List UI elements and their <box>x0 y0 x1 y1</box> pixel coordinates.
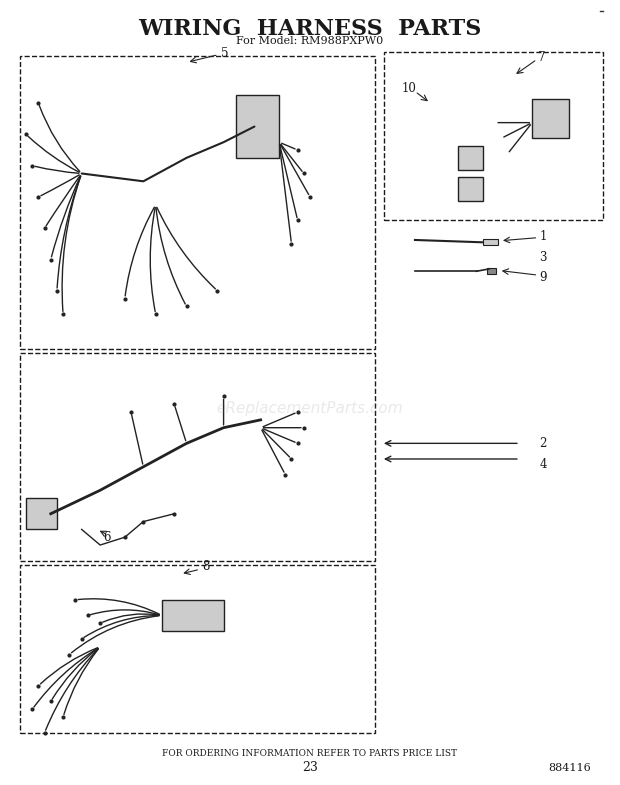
Text: 3: 3 <box>539 250 547 264</box>
Text: 1: 1 <box>539 229 547 243</box>
Bar <box>532 99 569 138</box>
Bar <box>483 239 498 246</box>
Bar <box>20 564 375 732</box>
Bar <box>458 177 483 201</box>
Bar <box>458 146 483 170</box>
Text: 884116: 884116 <box>548 763 591 773</box>
Text: 8: 8 <box>202 560 210 573</box>
Bar <box>384 53 603 221</box>
Text: 5: 5 <box>221 46 228 60</box>
Bar <box>162 600 224 631</box>
Text: 2: 2 <box>539 436 547 450</box>
Text: 23: 23 <box>302 761 318 775</box>
Bar <box>20 353 375 560</box>
Text: For Model: RM988PXPW0: For Model: RM988PXPW0 <box>236 35 384 46</box>
Text: 4: 4 <box>539 458 547 471</box>
Bar <box>26 498 57 529</box>
Text: FOR ORDERING INFORMATION REFER TO PARTS PRICE LIST: FOR ORDERING INFORMATION REFER TO PARTS … <box>162 750 458 758</box>
Text: eReplacementParts.com: eReplacementParts.com <box>216 400 404 415</box>
Text: WIRING  HARNESS  PARTS: WIRING HARNESS PARTS <box>138 18 482 40</box>
Text: 9: 9 <box>539 271 547 284</box>
Bar <box>20 57 375 349</box>
Bar <box>236 95 279 158</box>
Bar <box>487 268 496 274</box>
Text: 10: 10 <box>401 82 416 96</box>
Text: 6: 6 <box>104 531 111 544</box>
Text: 7: 7 <box>538 51 546 64</box>
